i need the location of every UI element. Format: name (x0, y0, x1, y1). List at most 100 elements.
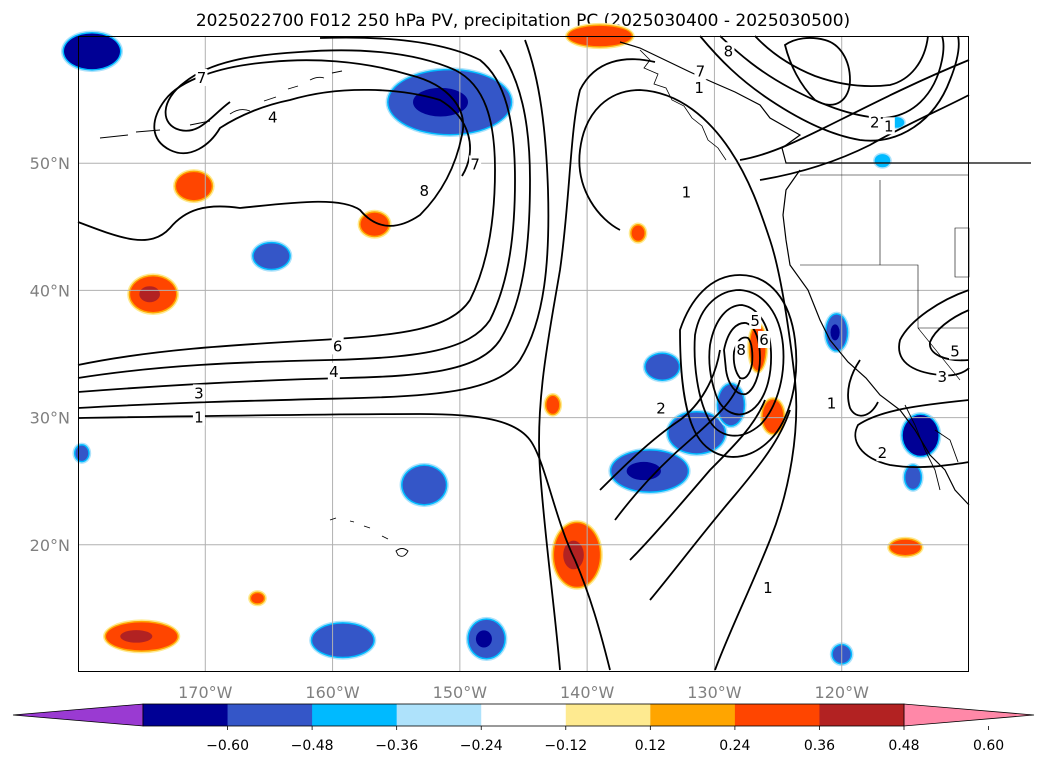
contour-label-1: 4 (268, 108, 278, 126)
x-tick-labels: 170°W 160°W 150°W 140°W 130°W 120°W (178, 683, 869, 702)
contour-label-15: 8 (736, 341, 746, 359)
colorbar-tick-label-9: 0.60 (973, 738, 1004, 754)
contour-label-21: 2 (878, 444, 888, 462)
contour-pv-3 (77, 36, 516, 379)
contour-label-8: 1 (682, 183, 692, 201)
contour-label-7: 1 (194, 409, 204, 427)
colorbar-tick-label-0: −0.60 (206, 738, 249, 754)
contour-pv-18 (699, 35, 960, 142)
contour-label-10: 7 (696, 63, 706, 81)
y-tick-labels: 20°N 30°N 40°N 50°N (30, 154, 70, 555)
colorbar-tick-label-5: 0.12 (635, 738, 666, 754)
contour-pv-11 (708, 304, 772, 416)
precip-blob-11 (309, 620, 377, 660)
y-tick-label-0: 20°N (30, 536, 70, 555)
contour-pv-1 (77, 59, 471, 241)
x-tick-label-1: 160°W (305, 683, 360, 702)
contour-pv-2 (77, 49, 496, 366)
precip-blob-10 (902, 462, 924, 492)
precip-blob-8 (823, 311, 850, 354)
contour-label-9: 8 (724, 42, 734, 60)
contour-label-6: 3 (194, 384, 204, 402)
north-coast (619, 41, 1031, 164)
precip-blob-15 (873, 152, 892, 169)
contour-pv-10 (693, 289, 785, 437)
contour-pv-4 (77, 49, 531, 393)
contour-pv-21 (783, 37, 851, 106)
contour-pv-13 (732, 336, 754, 380)
colorbar-tick-label-3: −0.24 (460, 738, 503, 754)
precip-blob-18 (248, 590, 267, 607)
contour-pv-14 (599, 349, 721, 491)
precip-blob-26 (887, 536, 924, 558)
colorbar (12, 703, 1035, 727)
contour-label-3: 8 (419, 182, 429, 200)
chart-title: 2025022700 F012 250 hPa PV, precipitatio… (196, 11, 850, 31)
precip-blobs (60, 22, 942, 667)
coastlines (99, 41, 1031, 557)
colorbar-segment-7 (734, 704, 820, 726)
y-tick-label-2: 40°N (30, 281, 70, 300)
contour-label-13: 1 (884, 117, 894, 135)
colorbar-tick-label-6: 0.24 (719, 738, 750, 754)
colorbar-segment-4 (481, 704, 567, 726)
contour-pv-20 (754, 35, 929, 88)
baja-coast (904, 404, 959, 491)
precip-blob-6 (715, 381, 747, 429)
contour-label-19: 5 (950, 342, 960, 360)
precip-blob-14 (72, 442, 92, 464)
colorbar-extend-min (12, 703, 144, 727)
precip-blob-27 (628, 222, 648, 244)
pv-contours (77, 35, 970, 671)
map-frame (78, 36, 969, 672)
contour-label-14: 5 (750, 312, 760, 330)
precip-blob-23 (551, 520, 603, 590)
contour-pv-24 (898, 289, 970, 377)
precip-blob-7 (642, 351, 682, 383)
contour-label-12: 2 (870, 113, 880, 131)
precip-blob-1 (385, 67, 514, 137)
contour-pv-7 (578, 89, 798, 671)
contour-pv-6 (77, 413, 611, 671)
west-coast (782, 169, 970, 506)
colorbar-extend-max (903, 703, 1035, 727)
x-tick-label-5: 120°W (815, 683, 870, 702)
colorbar-segment-1 (227, 704, 313, 726)
state-borders (800, 174, 970, 381)
contour-label-22: 1 (763, 579, 773, 597)
contour-label-18: 1 (827, 395, 837, 413)
contour-pv-9 (679, 274, 798, 458)
hawaii (329, 517, 409, 557)
contour-pv-27 (847, 359, 879, 417)
colorbar-segment-2 (312, 704, 398, 726)
precip-blob-24 (759, 396, 787, 436)
colorbar-segment-5 (565, 704, 651, 726)
precip-blob-2 (250, 240, 293, 272)
colorbar-segment-0 (143, 704, 229, 726)
colorbar-tick-label-7: 0.36 (804, 738, 835, 754)
contour-label-5: 4 (329, 363, 339, 381)
contour-label-4: 6 (333, 337, 343, 355)
y-tick-label-3: 50°N (30, 154, 70, 173)
colorbar-tick-label-4: −0.12 (544, 738, 587, 754)
contour-pv-16 (629, 399, 766, 561)
x-tick-label-0: 170°W (178, 683, 233, 702)
contour-label-2: 7 (470, 155, 480, 173)
aleutian-islands (99, 70, 343, 139)
alaska-panhandle (639, 49, 727, 161)
contour-pv-5 (77, 39, 550, 409)
colorbar-segment-6 (650, 704, 736, 726)
precip-blob-4 (608, 447, 691, 495)
x-tick-label-3: 140°W (560, 683, 615, 702)
colorbar-segment-3 (396, 704, 482, 726)
precip-blob-22 (543, 392, 563, 417)
contour-pv-17 (649, 409, 791, 601)
x-tick-label-4: 130°W (687, 683, 742, 702)
contour-pv-8 (538, 58, 656, 671)
precip-blob-12 (465, 616, 508, 662)
colorbar-tick-label-2: −0.36 (375, 738, 418, 754)
contour-label-20: 3 (937, 368, 947, 386)
contour-pv-26 (854, 399, 970, 469)
